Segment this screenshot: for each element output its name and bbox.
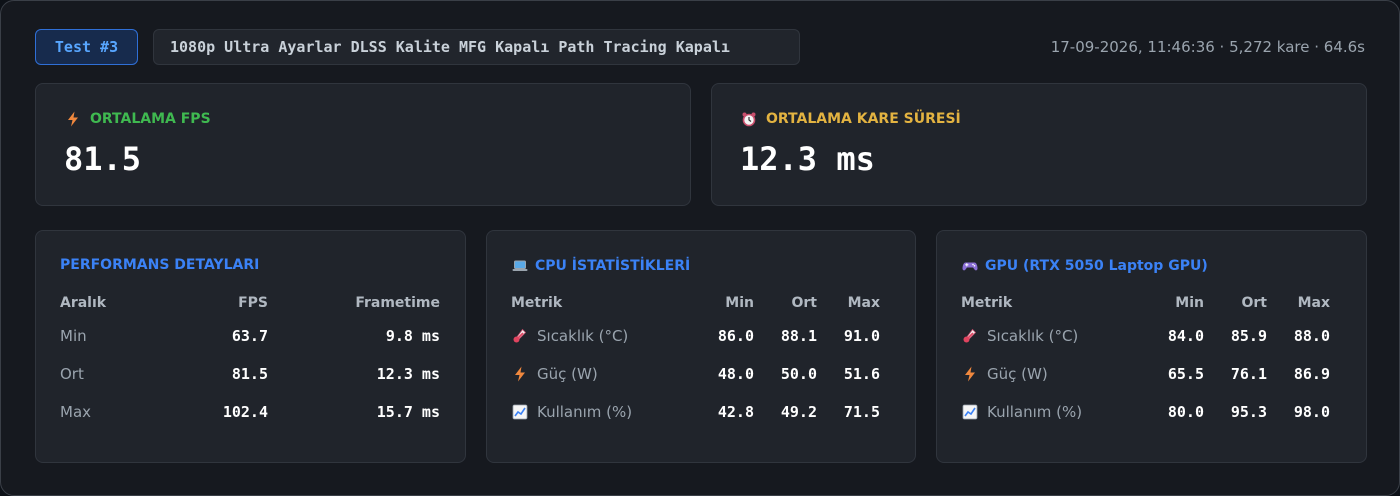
max-value: 86.9 [1293,365,1330,383]
avg-value: 95.3 [1230,403,1267,421]
cpu-stats-title: CPU İSTATİSTİKLERİ [511,257,690,275]
table-row: Ort 81.5 12.3 ms [60,355,440,393]
thermometer-icon [961,327,979,345]
frametime-value: 9.8 ms [385,327,440,345]
max-value: 91.0 [843,327,880,345]
row-label: Ort [60,365,84,383]
column-header: Min [725,295,754,311]
row-label-cell: Güç (W) [961,355,1146,393]
table-header-row: Metrik Min Ort Max [961,289,1330,317]
frametime-value: 12.3 ms [376,365,440,383]
avg-value: 88.1 [780,327,817,345]
avg-fps-card: ORTALAMA FPS 81.5 [35,83,691,206]
table-row: Güç (W) 65.5 76.1 86.9 [961,355,1330,393]
table-header-row: Metrik Min Ort Max [511,289,880,317]
performance-details-title-text: PERFORMANS DETAYLARI [60,257,260,273]
column-header: FPS [238,295,268,311]
avg-fps-label: ORTALAMA FPS [64,110,211,128]
table-row: Min 63.7 9.8 ms [60,317,440,355]
column-header: Max [847,295,880,311]
chart-increasing-icon [511,403,529,421]
alarm-clock-icon [740,110,758,128]
avg-value: 49.2 [780,403,817,421]
row-label-cell: Kullanım (%) [511,393,696,431]
min-value: 80.0 [1167,403,1204,421]
gpu-stats-title-text: GPU (RTX 5050 Laptop GPU) [985,258,1208,274]
avg-frametime-card: ORTALAMA KARE SÜRESİ 12.3 ms [711,83,1367,206]
column-header: Ort [791,295,818,311]
table-row: Kullanım (%) 80.0 95.3 98.0 [961,393,1330,431]
min-value: 48.0 [717,365,754,383]
table-header-row: Aralık FPS Frametime [60,289,440,317]
table-row: Max 102.4 15.7 ms [60,393,440,431]
performance-details-card: PERFORMANS DETAYLARI Aralık FPS Frametim… [35,230,466,463]
row-label: Max [60,403,92,421]
row-label: Min [60,327,87,345]
test-number-badge: Test #3 [35,29,138,65]
table-row: Güç (W) 48.0 50.0 51.6 [511,355,880,393]
fps-value: 81.5 [231,365,268,383]
min-value: 86.0 [717,327,754,345]
max-value: 98.0 [1293,403,1330,421]
avg-frametime-label-text: ORTALAMA KARE SÜRESİ [766,111,961,127]
settings-summary: 1080p Ultra Ayarlar DLSS Kalite MFG Kapa… [153,29,800,65]
avg-value: 50.0 [780,365,817,383]
table-row: Sıcaklık (°C) 84.0 85.9 88.0 [961,317,1330,355]
laptop-icon [511,257,529,275]
row-label-cell: Sıcaklık (°C) [511,317,696,355]
column-header: Metrik [511,295,563,311]
cpu-stats-card: CPU İSTATİSTİKLERİ Metrik Min Ort Max Sı… [486,230,916,463]
max-value: 88.0 [1293,327,1330,345]
row-label: Güç (W) [537,365,598,383]
gamepad-icon [961,257,979,275]
min-value: 65.5 [1167,365,1204,383]
gpu-stats-title: GPU (RTX 5050 Laptop GPU) [961,257,1208,275]
fps-value: 63.7 [231,327,268,345]
thermometer-icon [511,327,529,345]
table-row: Kullanım (%) 42.8 49.2 71.5 [511,393,880,431]
row-label: Sıcaklık (°C) [537,327,629,345]
fps-value: 102.4 [222,403,268,421]
max-value: 71.5 [843,403,880,421]
row-label: Kullanım (%) [537,403,633,421]
avg-value: 76.1 [1230,365,1267,383]
avg-frametime-value: 12.3 ms [740,140,875,178]
min-value: 42.8 [717,403,754,421]
column-header: Ort [1241,295,1268,311]
column-header: Frametime [355,295,440,311]
row-label: Sıcaklık (°C) [987,327,1079,345]
chart-increasing-icon [961,403,979,421]
frametime-value: 15.7 ms [376,403,440,421]
cpu-stats-title-text: CPU İSTATİSTİKLERİ [535,258,691,274]
row-label: Güç (W) [987,365,1048,383]
table-row: Sıcaklık (°C) 86.0 88.1 91.0 [511,317,880,355]
performance-details-title: PERFORMANS DETAYLARI [60,257,259,273]
column-header: Aralık [60,295,107,311]
row-label-cell: Sıcaklık (°C) [961,317,1146,355]
lightning-icon [511,365,529,383]
column-header: Max [1297,295,1330,311]
row-label-cell: Güç (W) [511,355,696,393]
avg-fps-label-text: ORTALAMA FPS [90,111,211,127]
gpu-stats-table: Metrik Min Ort Max Sıcaklık (°C) 84.0 85… [961,289,1330,431]
avg-fps-value: 81.5 [64,140,142,178]
performance-table: Aralık FPS Frametime Min 63.7 9.8 ms Ort… [60,289,440,431]
result-header: Test #3 1080p Ultra Ayarlar DLSS Kalite … [35,29,1365,65]
cpu-stats-table: Metrik Min Ort Max Sıcaklık (°C) 86.0 88… [511,289,880,431]
min-value: 84.0 [1167,327,1204,345]
max-value: 51.6 [843,365,880,383]
lightning-icon [64,110,82,128]
lightning-icon [961,365,979,383]
column-header: Metrik [961,295,1013,311]
row-label-cell: Kullanım (%) [961,393,1146,431]
run-meta: 17-09-2026, 11:46:36 · 5,272 kare · 64.6… [1050,38,1365,56]
avg-value: 85.9 [1230,327,1267,345]
row-label: Kullanım (%) [987,403,1083,421]
gpu-stats-card: GPU (RTX 5050 Laptop GPU) Metrik Min Ort… [936,230,1367,463]
avg-frametime-label: ORTALAMA KARE SÜRESİ [740,110,961,128]
column-header: Min [1175,295,1204,311]
